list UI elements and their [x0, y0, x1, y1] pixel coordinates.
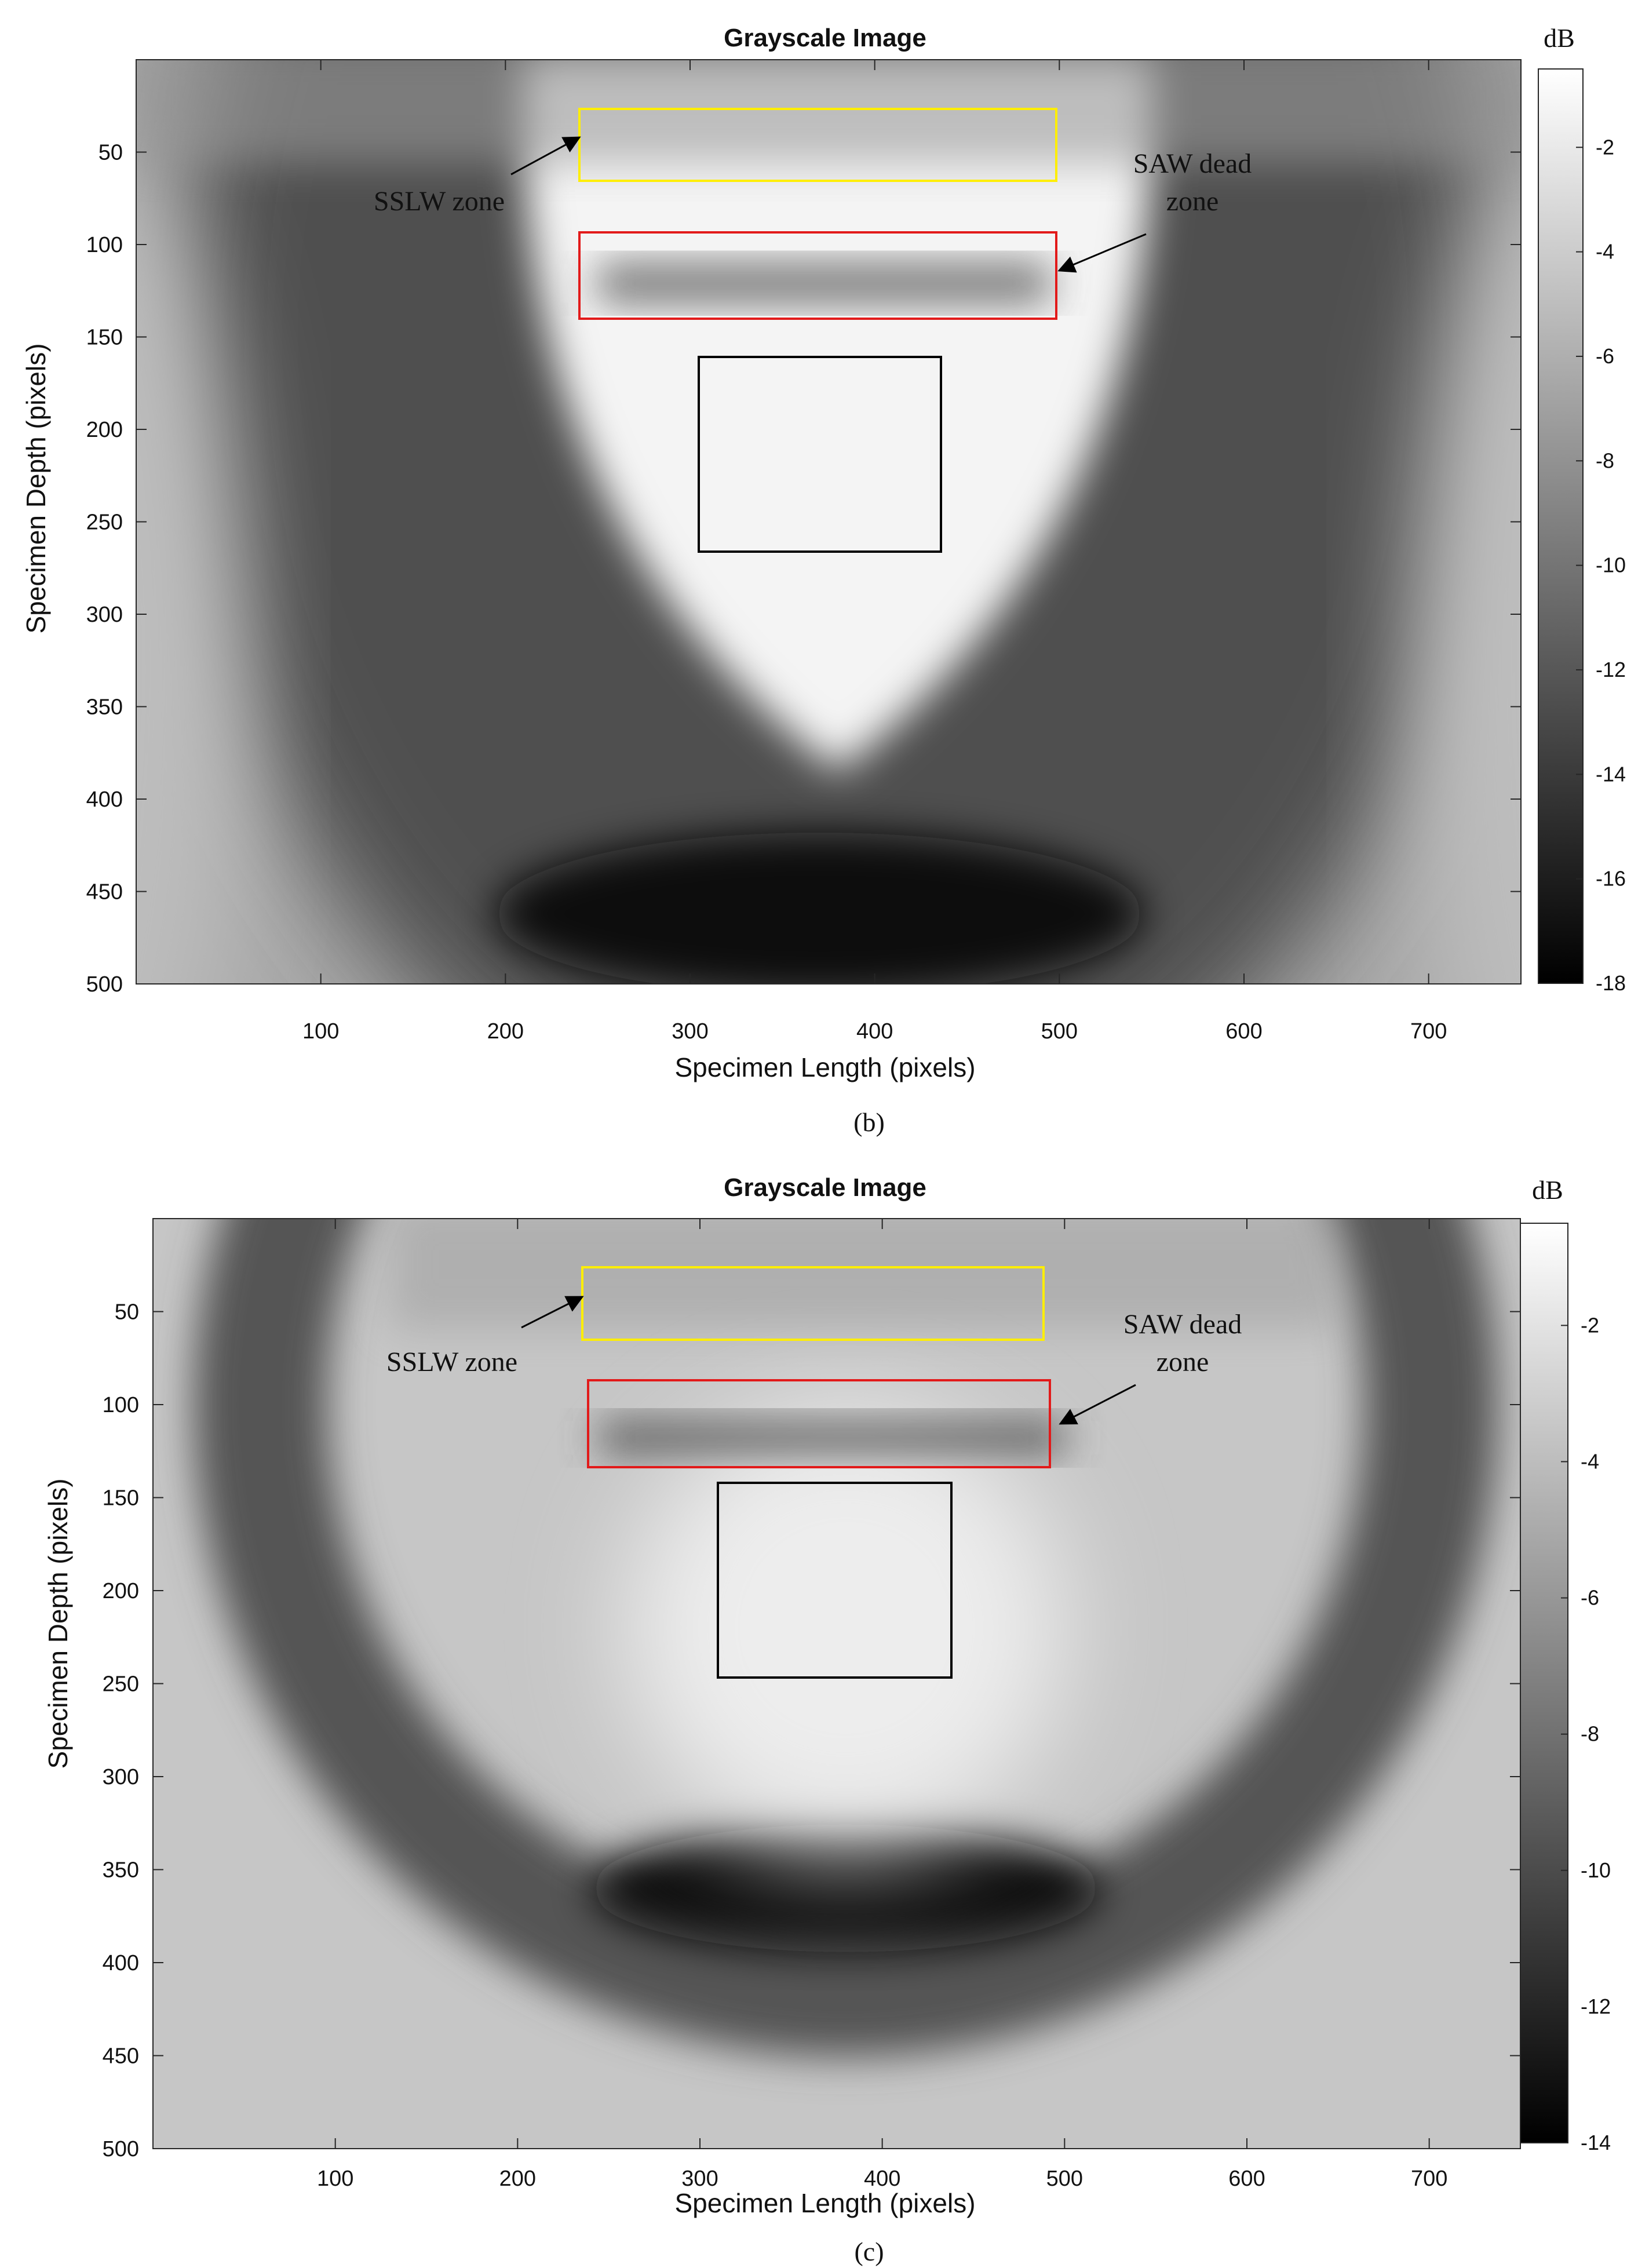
y-tick-label: 150	[86, 326, 123, 350]
colorbar-tick-label: -4	[1581, 1449, 1599, 1473]
heatmap-plot: 100 200 300 400 500 600 700 50 100 150 200 250 300 35…	[103, 1218, 1521, 2191]
x-tick-label: 500	[1041, 1019, 1078, 1044]
y-tick-label: 450	[86, 880, 123, 905]
sslw-zone-label: SSLW zone	[386, 1347, 517, 1377]
heatmap-dark-ring	[194, 1219, 1498, 2056]
heatmap-dark-spot	[495, 832, 1144, 984]
heatmap-top-band	[390, 1219, 1338, 1329]
colorbar	[1520, 1223, 1568, 2143]
colorbar-tick-label: -2	[1596, 135, 1614, 159]
heatmap-plot: 100 200 300 400 500 600 700 50 100 150 200 250 300 35…	[86, 59, 1522, 1044]
x-tick-label: 600	[1225, 1019, 1262, 1044]
x-tick-label: 400	[856, 1019, 893, 1044]
colorbar-tick-label: -2	[1581, 1313, 1599, 1337]
y-tick-label: 100	[86, 233, 123, 257]
figure-panel-b: Grayscale Image 100 200 300 400 500 600 700 50 1…	[21, 23, 1626, 1137]
saw-dead-zone-label-line2: zone	[1157, 1347, 1209, 1377]
heatmap-dead-band	[597, 262, 1050, 304]
saw-dead-zone-label-line2: zone	[1166, 186, 1219, 217]
y-tick-label: 250	[86, 511, 123, 535]
heatmap-image	[153, 1219, 1520, 2149]
figure-caption: (c)	[854, 2237, 884, 2266]
y-tick-label: 250	[103, 1672, 139, 1697]
chart-title: Grayscale Image	[724, 24, 926, 52]
colorbar	[1538, 68, 1584, 984]
y-tick-label: 300	[103, 1765, 139, 1789]
y-tick-label: 400	[103, 1951, 139, 1975]
y-tick-label: 50	[115, 1300, 139, 1325]
y-tick-label: 400	[86, 787, 123, 812]
sslw-arrow	[521, 1296, 584, 1329]
figure-panel-c: Grayscale Image 100 200 300 400 500 600 700 50 1…	[0, 1150, 1649, 2268]
heatmap-bright-center	[625, 1408, 1066, 1848]
saw-dead-zone-label-line1: SAW dead	[1123, 1309, 1242, 1340]
chart-title: Grayscale Image	[724, 1173, 926, 1202]
colorbar-tick-label: -14	[1581, 2131, 1611, 2154]
y-axis-label: Specimen Depth (pixels)	[21, 343, 51, 633]
sslw-zone-label: SSLW zone	[374, 186, 505, 217]
saw-dead-zone-box	[578, 231, 1057, 320]
colorbar-tick-label: -8	[1596, 449, 1614, 472]
x-tick-label: 300	[681, 2167, 718, 2191]
saw-dead-zone-label-line1: SAW dead	[1133, 148, 1252, 179]
figure-caption: (b)	[853, 1107, 885, 1137]
sslw-arrow	[510, 136, 581, 176]
x-tick-label: 500	[1046, 2167, 1083, 2191]
colorbar-tick-label: -4	[1596, 240, 1614, 264]
colorbar-tick-label: -12	[1596, 658, 1626, 681]
colorbar-tick-label: -8	[1581, 1722, 1599, 1746]
x-axis-label: Specimen Length (pixels)	[674, 1052, 975, 1082]
y-tick-label: 200	[86, 418, 123, 442]
y-tick-label: 350	[86, 695, 123, 720]
chart-svg: Grayscale Image 100 200 300 400 500 600 700501…	[21, 23, 1626, 1082]
colorbar-tick-label: -6	[1581, 1586, 1599, 1610]
y-tick-label: 300	[86, 603, 123, 627]
x-tick-label: 700	[1410, 1019, 1447, 1044]
heatmap-dead-band	[599, 1419, 1065, 1457]
colorbar-tick-label: -10	[1581, 1858, 1611, 1882]
defect-box	[698, 356, 942, 553]
colorbar-tick-label: -10	[1596, 553, 1626, 577]
colorbar-tick-label: -18	[1596, 971, 1626, 995]
x-tick-label: 200	[487, 1019, 524, 1044]
colorbar-tick-label: -14	[1596, 762, 1626, 786]
y-tick-label: 500	[103, 2137, 139, 2161]
x-tick-label: 700	[1411, 2167, 1447, 2191]
heatmap-dark-spot	[590, 1824, 1101, 1952]
heatmap-edge-light	[1417, 173, 1521, 984]
y-axis-label: Specimen Depth (pixels)	[43, 1478, 73, 1769]
y-tick-label: 350	[103, 1858, 139, 1883]
saw-dead-zone-box	[587, 1379, 1051, 1468]
heatmap-bright-funnel	[523, 60, 1153, 772]
saw-arrow	[1057, 233, 1147, 273]
y-tick-label: 150	[103, 1486, 139, 1511]
y-tick-label: 100	[103, 1393, 139, 1417]
x-tick-label: 600	[1228, 2167, 1265, 2191]
colorbar-unit-label: dB	[1544, 23, 1575, 53]
x-tick-label: 200	[499, 2167, 536, 2191]
saw-arrow	[1059, 1384, 1136, 1425]
colorbar-tick-label: -6	[1596, 344, 1614, 368]
colorbar-tick-label: -12	[1581, 1994, 1611, 2018]
y-tick-label: 500	[86, 972, 123, 997]
chart-svg: Grayscale Image 100 200 300 400 500 600 700501…	[43, 1173, 1611, 2218]
x-tick-label: 400	[864, 2167, 900, 2191]
defect-box	[717, 1482, 953, 1679]
colorbar-unit-label: dB	[1532, 1175, 1563, 1205]
y-tick-label: 450	[103, 2044, 139, 2069]
x-tick-label: 100	[302, 1019, 339, 1044]
x-tick-label: 100	[317, 2167, 353, 2191]
colorbar-tick-label: -16	[1596, 867, 1626, 891]
x-tick-label: 300	[672, 1019, 708, 1044]
y-tick-label: 50	[98, 141, 123, 165]
heatmap-image	[136, 60, 1521, 984]
x-axis-label: Specimen Length (pixels)	[674, 2188, 975, 2218]
y-tick-label: 200	[103, 1579, 139, 1603]
heatmap-top-band	[136, 60, 1521, 164]
heatmap-edge-light	[136, 173, 240, 984]
